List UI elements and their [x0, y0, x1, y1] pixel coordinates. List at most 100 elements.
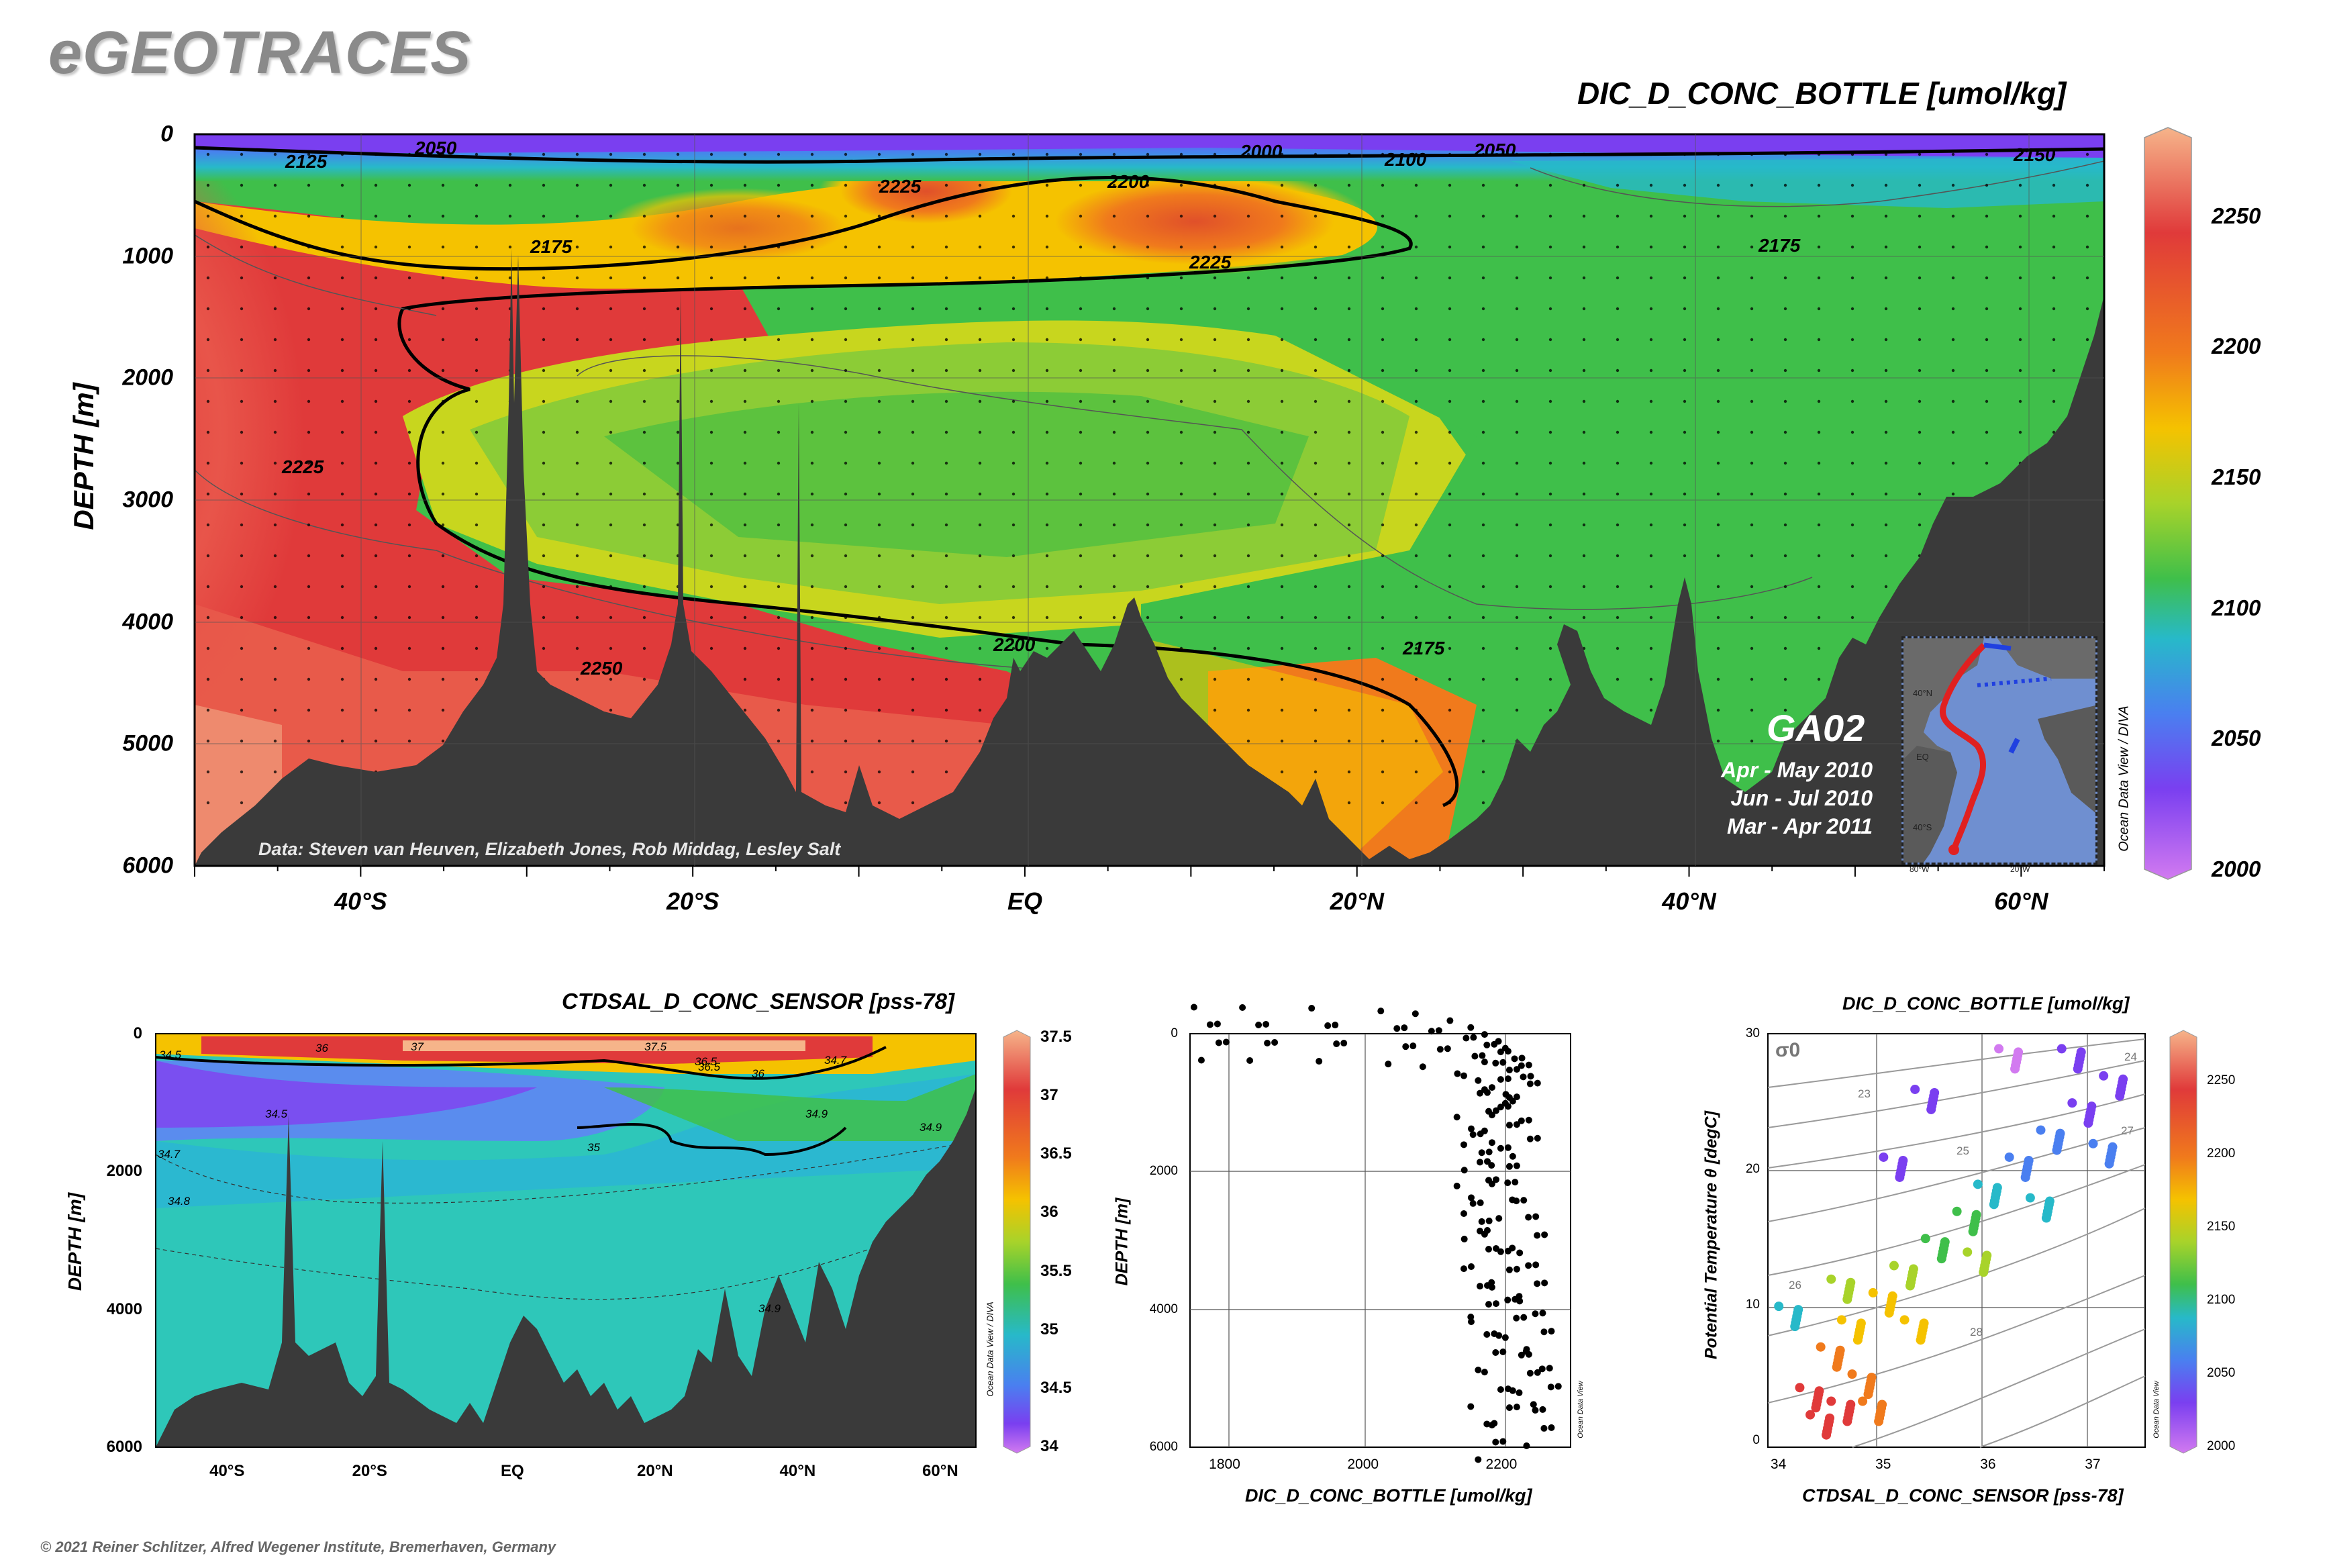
station-dot — [1649, 399, 1653, 403]
station-dot — [844, 523, 848, 527]
station-dot — [1246, 523, 1250, 527]
station-dot — [844, 739, 848, 743]
station-dot — [978, 492, 982, 496]
main-ytick: 4000 — [122, 609, 173, 635]
inset-lat-eq: EQ — [1916, 752, 1929, 762]
station-dot — [273, 276, 277, 280]
station-dot — [810, 399, 814, 403]
station-dot — [240, 708, 244, 712]
station-dot — [1146, 399, 1150, 403]
main-xtick: 40°N — [1662, 887, 1716, 915]
profile-point — [1548, 1424, 1555, 1431]
ts-point — [1920, 1234, 1930, 1244]
station-dot — [676, 276, 680, 280]
station-dot — [609, 461, 613, 465]
station-dot — [1884, 245, 1888, 249]
station-dot — [1246, 307, 1250, 311]
cruise-periods: Apr - May 2010 Jun - Jul 2010 Mar - Apr … — [1705, 756, 1873, 840]
station-dot — [844, 677, 848, 681]
cruise-period-1: Apr - May 2010 — [1721, 758, 1873, 782]
station-dot — [777, 677, 781, 681]
station-dot — [1649, 430, 1653, 434]
station-dot — [1213, 616, 1217, 620]
station-dot — [1179, 430, 1183, 434]
station-dot — [1213, 369, 1217, 373]
station-dot — [810, 152, 814, 156]
ts-point — [2083, 1118, 2093, 1128]
station-dot — [1314, 276, 1318, 280]
ts-isopycnal-label: 27 — [2121, 1124, 2134, 1137]
station-dot — [340, 585, 344, 589]
profile-point — [1499, 1349, 1507, 1355]
profile-point — [1505, 1163, 1513, 1170]
station-dot — [676, 307, 680, 311]
station-dot — [1381, 307, 1385, 311]
station-dot — [542, 245, 546, 249]
salinity-title: CTDSAL_D_CONC_SENSOR [pss-78] — [562, 989, 954, 1014]
station-dot — [1548, 152, 1552, 156]
ts-point — [1832, 1362, 1842, 1372]
profile-point — [1460, 1265, 1467, 1273]
profile-point — [1492, 1107, 1499, 1114]
station-dot — [1750, 430, 1754, 434]
station-dot — [374, 276, 378, 280]
station-dot — [1649, 307, 1653, 311]
station-dot — [1616, 214, 1620, 218]
station-dot — [1414, 492, 1418, 496]
station-dot — [1347, 492, 1351, 496]
station-dot — [1918, 430, 1922, 434]
main-ytick: 5000 — [122, 730, 173, 756]
station-dot — [609, 338, 613, 342]
profile-point — [1453, 1114, 1460, 1121]
profile-point — [1532, 1310, 1539, 1318]
station-dot — [1246, 338, 1250, 342]
station-dot — [1783, 646, 1787, 650]
station-dot — [1817, 523, 1821, 527]
profile-point — [1485, 1108, 1492, 1115]
ts-point — [1795, 1383, 1805, 1393]
station-dot — [1582, 338, 1586, 342]
station-dot — [1280, 214, 1284, 218]
station-dot — [1850, 523, 1854, 527]
profile-point — [1509, 1244, 1516, 1252]
station-dot — [1850, 152, 1854, 156]
profile-point — [1540, 1328, 1548, 1336]
station-dot — [1783, 307, 1787, 311]
station-dot — [340, 245, 344, 249]
station-dot — [374, 585, 378, 589]
station-dot — [307, 461, 311, 465]
station-dot — [1045, 338, 1049, 342]
profile-point — [1532, 1213, 1540, 1220]
station-dot — [978, 554, 982, 558]
profile-point — [1467, 1263, 1475, 1270]
station-dot — [877, 554, 881, 558]
profile-point — [1497, 1048, 1504, 1056]
station-dot — [1884, 430, 1888, 434]
station-dot — [542, 183, 546, 187]
ts-point — [1842, 1294, 1852, 1304]
station-dot — [1213, 492, 1217, 496]
station-dot — [475, 152, 479, 156]
brand-logo: eGEOTRACES — [48, 19, 472, 87]
station-dot — [1347, 585, 1351, 589]
station-dot — [810, 739, 814, 743]
station-dot — [1448, 770, 1452, 774]
station-dot — [508, 245, 512, 249]
station-dot — [340, 276, 344, 280]
station-dot — [810, 492, 814, 496]
station-dot — [206, 585, 210, 589]
station-dot — [877, 369, 881, 373]
station-dot — [1951, 152, 1955, 156]
station-dot — [844, 183, 848, 187]
profile-point — [1504, 1075, 1512, 1083]
station-dot — [911, 152, 915, 156]
station-dot — [978, 616, 982, 620]
station-dot — [1783, 183, 1787, 187]
station-dot — [2085, 307, 2089, 311]
profile-point — [1495, 1215, 1503, 1222]
profile-point — [1485, 1148, 1493, 1156]
profile-point — [1526, 1135, 1534, 1142]
station-dot — [1918, 307, 1922, 311]
station-dot — [642, 461, 646, 465]
station-dot — [2085, 245, 2089, 249]
